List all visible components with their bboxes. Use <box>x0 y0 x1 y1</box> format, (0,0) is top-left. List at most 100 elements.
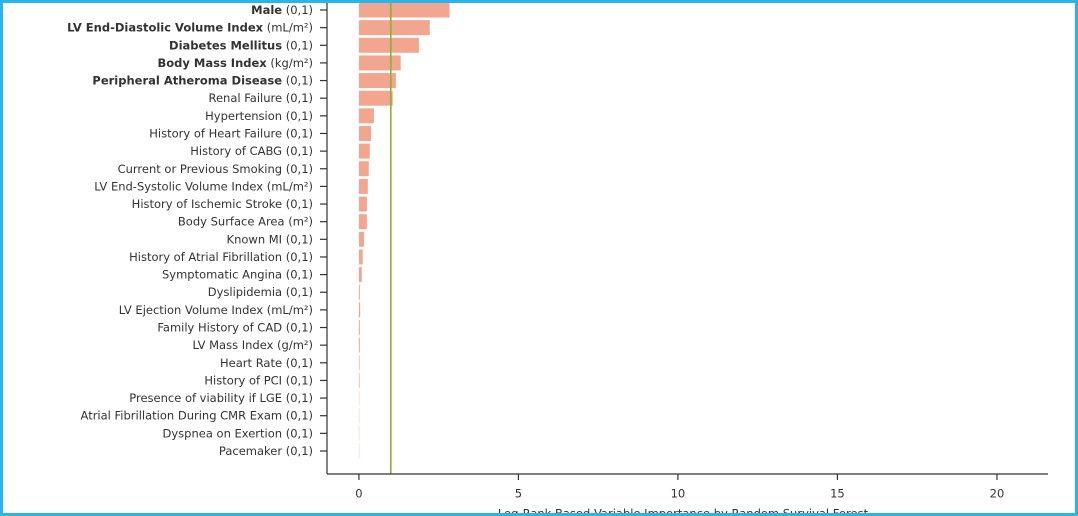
y-tick-label: Dyslipidemia (0,1) <box>208 285 313 299</box>
category-name: LV End-Systolic Volume Index <box>94 179 263 193</box>
x-tick-label: 10 <box>671 487 686 501</box>
bar <box>358 55 401 71</box>
bar <box>358 214 367 230</box>
x-tick-label: 15 <box>830 487 845 501</box>
y-tick-label: History of CABG (0,1) <box>190 144 313 158</box>
category-name: Presence of viability if LGE <box>129 391 282 405</box>
category-name: Heart Rate <box>220 355 282 369</box>
category-unit: (0,1) <box>286 3 313 17</box>
bar <box>358 90 393 106</box>
y-tick-label: Current or Previous Smoking (0,1) <box>118 161 313 175</box>
category-name: Dyspnea on Exertion <box>163 426 283 440</box>
category-name: History of Heart Failure <box>149 126 282 140</box>
category-unit: (g/m²) <box>277 338 313 352</box>
x-tick-label: 5 <box>515 487 522 501</box>
y-tick-label: Diabetes Mellitus (0,1) <box>169 38 313 52</box>
category-name: Atrial Fibrillation During CMR Exam <box>81 408 283 422</box>
y-tick-label: History of Heart Failure (0,1) <box>149 126 313 140</box>
y-tick-label: Family History of CAD (0,1) <box>157 320 313 334</box>
bar <box>358 161 369 177</box>
category-name: Body Mass Index <box>158 55 268 69</box>
bar <box>358 2 450 18</box>
category-unit: (0,1) <box>286 108 313 122</box>
y-tick-label: LV End-Diastolic Volume Index (mL/m²) <box>67 20 313 34</box>
category-unit: (0,1) <box>286 373 313 387</box>
bar <box>358 108 374 124</box>
category-name: LV Mass Index <box>192 338 273 352</box>
category-unit: (0,1) <box>286 161 313 175</box>
y-tick-label: Presence of viability if LGE (0,1) <box>129 391 313 405</box>
category-unit: (0,1) <box>286 426 313 440</box>
bar <box>358 196 367 212</box>
category-unit: (0,1) <box>286 408 313 422</box>
y-tick-label: History of Atrial Fibrillation (0,1) <box>129 249 313 263</box>
category-unit: (mL/m²) <box>267 20 313 34</box>
bar <box>358 337 360 353</box>
category-unit: (0,1) <box>286 91 313 105</box>
category-unit: (0,1) <box>286 249 313 263</box>
category-name: History of Ischemic Stroke <box>132 197 282 211</box>
category-unit: (m²) <box>288 214 313 228</box>
category-name: Known MI <box>227 232 283 246</box>
category-unit: (0,1) <box>286 285 313 299</box>
category-unit: (0,1) <box>286 126 313 140</box>
bar <box>358 372 360 388</box>
bar <box>358 178 368 194</box>
x-tick-label: 20 <box>990 487 1005 501</box>
category-unit: (kg/m²) <box>270 55 313 69</box>
category-name: Body Surface Area <box>178 214 285 228</box>
y-tick-label: Renal Failure (0,1) <box>209 91 314 105</box>
y-tick-label: Dyspnea on Exertion (0,1) <box>163 426 313 440</box>
category-name: Family History of CAD <box>157 320 282 334</box>
category-unit: (0,1) <box>286 320 313 334</box>
y-tick-label: LV Mass Index (g/m²) <box>192 338 313 352</box>
category-name: History of PCI <box>204 373 282 387</box>
y-tick-label: Male (0,1) <box>251 3 313 17</box>
y-tick-label: Pacemaker (0,1) <box>219 444 313 458</box>
x-axis-label: Log-Rank Based Variable Importance by Ra… <box>498 507 869 516</box>
category-unit: (0,1) <box>286 197 313 211</box>
category-name: Peripheral Atheroma Disease <box>92 73 282 87</box>
category-unit: (0,1) <box>286 391 313 405</box>
bar <box>358 231 365 247</box>
category-unit: (0,1) <box>286 73 313 87</box>
bar <box>358 125 372 141</box>
category-name: History of CABG <box>190 144 282 158</box>
category-unit: (0,1) <box>286 144 313 158</box>
category-unit: (0,1) <box>286 444 313 458</box>
y-tick-label: LV Ejection Volume Index (mL/m²) <box>119 302 313 316</box>
category-name: Hypertension <box>205 108 282 122</box>
bar <box>358 37 419 53</box>
bar <box>358 73 396 89</box>
category-name: Diabetes Mellitus <box>169 38 282 52</box>
category-unit: (0,1) <box>286 355 313 369</box>
category-name: Male <box>251 3 282 17</box>
category-name: Dyslipidemia <box>208 285 282 299</box>
category-unit: (0,1) <box>286 232 313 246</box>
y-tick-label: Symptomatic Angina (0,1) <box>162 267 313 281</box>
category-name: History of Atrial Fibrillation <box>129 249 282 263</box>
y-tick-label: History of Ischemic Stroke (0,1) <box>132 197 313 211</box>
y-tick-label: Heart Rate (0,1) <box>220 355 313 369</box>
bar <box>358 284 360 300</box>
category-name: Current or Previous Smoking <box>118 161 283 175</box>
bar <box>358 143 370 159</box>
category-unit: (0,1) <box>286 38 313 52</box>
x-tick-label: 0 <box>355 487 362 501</box>
category-unit: (0,1) <box>286 267 313 281</box>
category-name: Renal Failure <box>209 91 283 105</box>
bar <box>358 249 363 265</box>
y-tick-label: LV End-Systolic Volume Index (mL/m²) <box>94 179 313 193</box>
bar <box>358 355 360 371</box>
category-name: Pacemaker <box>219 444 282 458</box>
y-tick-label: History of PCI (0,1) <box>204 373 313 387</box>
y-tick-label: Atrial Fibrillation During CMR Exam (0,1… <box>81 408 313 422</box>
category-unit: (mL/m²) <box>267 302 313 316</box>
category-name: LV End-Diastolic Volume Index <box>67 20 263 34</box>
y-tick-label: Body Surface Area (m²) <box>178 214 313 228</box>
category-name: LV Ejection Volume Index <box>119 302 263 316</box>
bar <box>358 267 362 283</box>
y-tick-label: Peripheral Atheroma Disease (0,1) <box>92 73 313 87</box>
